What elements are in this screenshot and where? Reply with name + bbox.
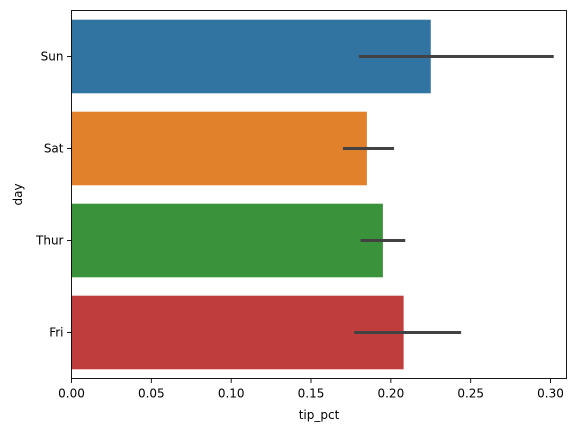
y-tick-label-fri: Fri (49, 326, 63, 340)
x-tick-label: 0.10 (218, 387, 245, 401)
bar-sat (71, 111, 367, 186)
x-tick-label: 0.25 (457, 387, 484, 401)
bar-fri (71, 295, 404, 370)
error-bars-group (342, 55, 554, 334)
y-axis-ticks: Sun Sat Thur Fri (35, 50, 72, 340)
x-tick-label: 0.20 (377, 387, 404, 401)
x-tick-label: 0.05 (138, 387, 165, 401)
x-tick-label: 0.30 (537, 387, 564, 401)
bar-thur (71, 203, 383, 278)
y-tick-label-thur: Thur (35, 234, 64, 248)
y-tick-label-sun: Sun (41, 50, 64, 64)
x-axis-ticks: 0.00 0.05 0.10 0.15 0.20 0.25 0.30 (58, 378, 564, 401)
x-tick-label: 0.00 (58, 387, 85, 401)
y-tick-label-sat: Sat (44, 142, 64, 156)
x-axis-label: tip_pct (299, 408, 340, 422)
y-axis-label: day (11, 183, 25, 205)
x-tick-label: 0.15 (298, 387, 325, 401)
plot-frame (71, 10, 567, 379)
